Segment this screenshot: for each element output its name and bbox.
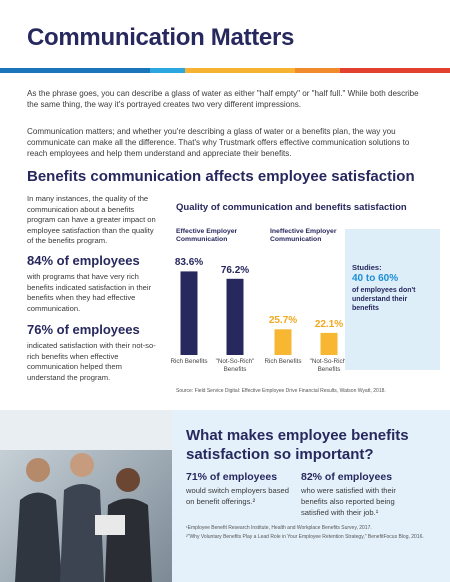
paragraph: Communication matters; and whether you'r… xyxy=(27,127,410,158)
bar xyxy=(274,329,292,355)
value-label: 76.2% xyxy=(220,264,250,276)
stat-text: who were satisfied with their benefits a… xyxy=(301,486,396,517)
color-stripe xyxy=(0,68,450,73)
category-label: "Not-So-Rich" Benefits xyxy=(309,358,349,373)
section-heading: What makes employee benefits satisfactio… xyxy=(186,427,409,463)
category-label: Rich Benefits xyxy=(170,358,208,365)
legend-label: Ineffective Employer Communication xyxy=(270,228,337,243)
title: Communication Matters xyxy=(27,24,295,51)
stat-headline: 76% of employees xyxy=(27,322,140,337)
stat-text: indicated satisfaction with their not-so… xyxy=(27,341,156,382)
stat-text: with programs that have very rich benefi… xyxy=(27,272,152,313)
legend-label: Effective Employer Communication xyxy=(176,228,238,243)
stat-headline: 82% of employees xyxy=(301,471,393,483)
source: Source: Field Service Digital: Effective… xyxy=(176,388,386,394)
value-label: 83.6% xyxy=(174,257,204,269)
category-label: "Not-So-Rich" Benefits xyxy=(215,358,255,373)
bar xyxy=(180,271,198,355)
value-label: 22.1% xyxy=(314,318,344,330)
chart-title: Quality of communication and benefits sa… xyxy=(176,202,407,213)
stat-text: would switch employers based on benefit … xyxy=(186,486,289,506)
bar xyxy=(320,332,338,355)
chart-plot xyxy=(180,271,338,355)
panel xyxy=(172,410,450,582)
studies-text: of employees don't understand their bene… xyxy=(352,287,416,312)
stat-headline: 71% of employees xyxy=(186,471,278,483)
stat-headline: 84% of employees xyxy=(27,253,140,268)
footnote: ¹Employee Benefit Research Institute, He… xyxy=(186,525,372,531)
footnote: ²"Why Voluntary Benefits Play a Lead Rol… xyxy=(186,534,424,540)
photo xyxy=(0,410,172,582)
section-heading: Benefits communication affects employee … xyxy=(27,168,415,185)
chart: Effective Employer Communication 83.6% Ric… xyxy=(170,220,348,390)
paragraph: As the phrase goes, you can describe a g… xyxy=(27,89,419,109)
category-label: Rich Benefits xyxy=(264,358,302,365)
studies-label: Studies: xyxy=(352,263,382,272)
studies-figure: 40 to 60% xyxy=(352,273,399,284)
lead: In many instances, the quality of the co… xyxy=(27,194,156,245)
value-label: 25.7% xyxy=(268,315,298,327)
studies-box xyxy=(345,229,440,370)
bar xyxy=(226,278,244,355)
